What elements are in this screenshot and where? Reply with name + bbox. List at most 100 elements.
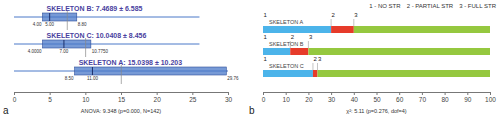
mean bbox=[85, 38, 86, 57]
data-label: 8.50 bbox=[65, 76, 74, 81]
segment-tick bbox=[312, 63, 313, 70]
segment-tick bbox=[331, 19, 332, 26]
annotation: ANOVA: 9.348 (p=0.000, N=142) bbox=[81, 108, 161, 114]
whisker bbox=[14, 44, 199, 45]
tick: 50 bbox=[373, 92, 381, 103]
tick-mark bbox=[399, 92, 400, 95]
tick: 10 bbox=[283, 92, 291, 103]
tick-mark bbox=[308, 92, 309, 95]
panel-b: 123SKELETON A123SKELETON B123SKELETON C1… bbox=[249, 3, 497, 116]
legend-entry: 1 - NO STR bbox=[369, 3, 401, 9]
x-axis: 0 5 10 15 20 25 30 bbox=[13, 92, 233, 103]
tick-mark bbox=[467, 92, 468, 95]
data-label: 10.7750 bbox=[92, 49, 109, 54]
tick: 15 bbox=[118, 92, 126, 103]
segment-label: 3 bbox=[309, 34, 313, 40]
figure: SKELETON B: 7.4689 ± 6.5854.005.008.80SK… bbox=[0, 0, 500, 118]
box-plot bbox=[14, 65, 228, 84]
segment-label: 2 bbox=[291, 34, 295, 40]
category-label: SKELETON B bbox=[269, 41, 304, 47]
segment-label: 3 bbox=[354, 12, 358, 18]
tick-label: 30 bbox=[225, 96, 233, 103]
data-label: 7.00 bbox=[60, 49, 69, 54]
tick: 40 bbox=[351, 92, 359, 103]
tick: 90 bbox=[464, 92, 472, 103]
tick: 0 bbox=[262, 92, 266, 103]
median bbox=[92, 67, 93, 75]
segment-label: 1 bbox=[264, 56, 268, 62]
bar-segment bbox=[308, 48, 490, 55]
tick-mark bbox=[14, 92, 15, 95]
mean bbox=[121, 65, 122, 84]
data-label: 11.00 bbox=[87, 76, 98, 81]
labels: 123SKELETON A123SKELETON B123SKELETON C1… bbox=[249, 3, 497, 116]
panel-title: a bbox=[3, 105, 9, 116]
data-label: 4.0000 bbox=[28, 49, 42, 54]
tick-label: 20 bbox=[154, 96, 162, 103]
panel-a: SKELETON B: 7.4689 ± 6.5854.005.008.80SK… bbox=[3, 5, 239, 116]
tick: 0 bbox=[13, 92, 17, 103]
mean bbox=[67, 11, 68, 30]
tick-label: 30 bbox=[328, 96, 336, 103]
tick: 80 bbox=[441, 92, 449, 103]
legend-entry: 2 - PARTIAL STR bbox=[407, 3, 454, 9]
annotation: χ²: 5.11 (p=0.276, dof=4) bbox=[346, 108, 406, 114]
tick: 20 bbox=[305, 92, 313, 103]
tick: 60 bbox=[396, 92, 404, 103]
tick-mark bbox=[354, 92, 355, 95]
box-label: SKELETON C: 10.0408 ± 8.456 bbox=[47, 32, 147, 39]
panel-title: b bbox=[249, 105, 255, 116]
legend: 1 - NO STR2 - PARTIAL STR3 - FULL STR bbox=[369, 3, 496, 9]
box bbox=[43, 13, 77, 21]
tick-label: 20 bbox=[305, 96, 313, 103]
box-plot bbox=[14, 38, 199, 57]
bar-segment bbox=[313, 70, 318, 77]
tick-mark bbox=[121, 92, 122, 95]
bar-segment bbox=[290, 48, 308, 55]
tick-mark bbox=[192, 92, 193, 95]
tick-label: 0 bbox=[13, 96, 17, 103]
tick-mark bbox=[445, 92, 446, 95]
median bbox=[49, 13, 50, 21]
bar-segment bbox=[263, 70, 313, 77]
tick: 30 bbox=[328, 92, 336, 103]
category-label: SKELETON C bbox=[269, 63, 304, 69]
tick-label: 60 bbox=[396, 96, 404, 103]
segment-label: 1 bbox=[264, 12, 268, 18]
x-axis: 0 10 20 30 40 50 60 70 80 90 100 bbox=[262, 92, 497, 103]
data-label: 8.80 bbox=[78, 22, 87, 27]
tick-mark bbox=[263, 92, 264, 95]
median bbox=[63, 40, 64, 48]
tick-mark bbox=[50, 92, 51, 95]
plot-area bbox=[14, 11, 228, 84]
category-label: SKELETON A bbox=[269, 19, 303, 25]
tick-label: 100 bbox=[485, 96, 496, 103]
tick-label: 10 bbox=[82, 96, 90, 103]
tick-label: 50 bbox=[373, 96, 381, 103]
tick-label: 0 bbox=[262, 96, 266, 103]
bar-segment bbox=[263, 26, 331, 33]
box-label: SKELETON A: 15.0398 ± 10.203 bbox=[79, 59, 183, 66]
tick: 25 bbox=[189, 92, 197, 103]
tick: 20 bbox=[154, 92, 162, 103]
tick-label: 5 bbox=[48, 96, 52, 103]
tick-label: 10 bbox=[283, 96, 291, 103]
segment-label: 3 bbox=[318, 56, 322, 62]
tick-label: 90 bbox=[464, 96, 472, 103]
tick: 10 bbox=[82, 92, 90, 103]
tick-mark bbox=[286, 92, 287, 95]
tick: 30 bbox=[225, 92, 233, 103]
data-label: 4.00 bbox=[33, 22, 42, 27]
tick-mark bbox=[377, 92, 378, 95]
tick: 70 bbox=[419, 92, 427, 103]
labels: SKELETON B: 7.4689 ± 6.5854.005.008.80SK… bbox=[3, 5, 239, 116]
bar-segment bbox=[263, 48, 290, 55]
box bbox=[75, 67, 227, 75]
bar-segment bbox=[354, 26, 490, 33]
tick-mark bbox=[422, 92, 423, 95]
box-label: SKELETON B: 7.4689 ± 6.585 bbox=[47, 5, 143, 12]
tick: 100 bbox=[485, 92, 496, 103]
tick-mark bbox=[228, 92, 229, 95]
box bbox=[43, 40, 91, 48]
data-label: 29.76 bbox=[227, 76, 239, 81]
